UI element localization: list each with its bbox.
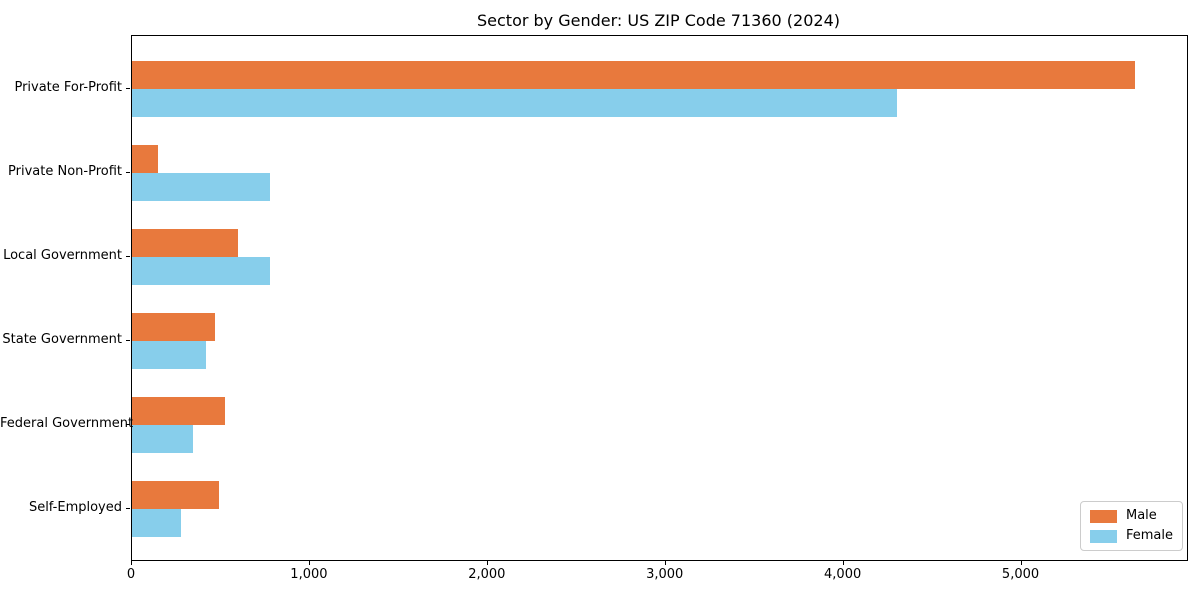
bar-male-4 [132,397,225,425]
x-tick-label: 0 [126,567,136,582]
x-tick-mark [308,561,311,565]
bar-male-3 [132,313,215,341]
bar-male-1 [132,145,158,173]
y-tick-mark [126,340,130,342]
x-tick-label: 5,000 [1001,567,1040,582]
bar-female-1 [132,173,270,201]
legend-label-male: Male [1125,508,1157,523]
bar-female-0 [132,89,897,117]
y-tick-mark [126,172,130,174]
legend-label-female: Female [1125,528,1173,543]
x-tick-label: 3,000 [646,567,684,582]
chart-title: Sector by Gender: US ZIP Code 71360 (202… [477,11,840,30]
y-tick-label: Private Non-Profit [8,164,122,179]
legend-swatch-male-icon [1089,509,1117,523]
y-tick-mark [126,256,130,258]
x-tick-label: 2,000 [468,567,506,582]
y-tick-label: Federal Government [0,416,134,431]
bar-male-0 [132,61,1136,89]
y-tick-mark [126,424,130,426]
y-tick-label: State Government [2,332,122,347]
y-tick-mark [126,508,130,510]
y-tick-label: Private For-Profit [14,80,122,95]
bar-female-2 [132,257,270,285]
y-tick-label: Self-Employed [28,500,122,515]
y-tick-label: Local Government [3,248,122,263]
y-tick-mark [126,88,130,90]
x-tick-mark [842,561,844,565]
legend-item-female: Female [1089,528,1173,543]
x-tick-label: 4,000 [824,567,862,582]
plot-area: Male Female [131,35,1188,561]
x-tick-mark [664,561,666,565]
bar-female-3 [132,341,206,369]
legend-item-male: Male [1089,508,1173,523]
bar-female-4 [132,425,194,453]
bar-female-5 [132,509,181,537]
bar-male-2 [132,229,238,257]
x-tick-mark [1020,561,1022,565]
legend-swatch-female-icon [1089,529,1117,543]
x-tick-mark [486,561,488,565]
x-tick-mark [131,561,133,565]
bar-male-5 [132,481,220,509]
legend: Male Female [1079,501,1183,551]
x-tick-label: 1,000 [290,567,328,582]
